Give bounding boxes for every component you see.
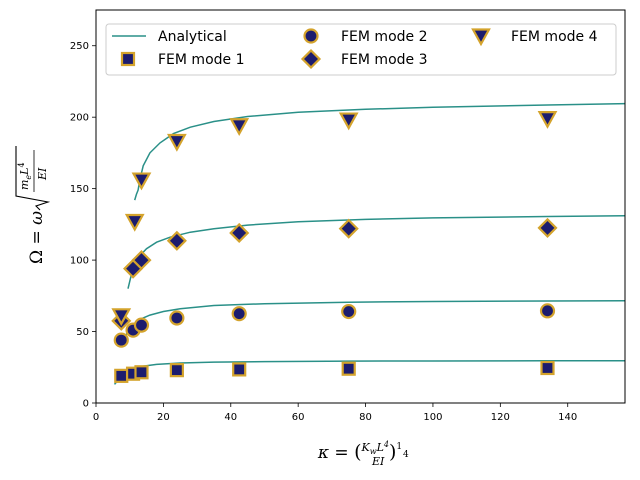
x-tick-label: 140 — [558, 412, 577, 423]
fem-mode-1-point — [134, 365, 149, 380]
legend: Analytical FEM mode 1 FEM mode 2 FEM mode 3… — [105, 23, 617, 76]
legend-fem-mode-1-swatch — [120, 51, 136, 67]
fem-mode-4-point — [131, 172, 152, 191]
legend-frame — [105, 23, 617, 76]
y-tick-label: 100 — [70, 256, 89, 267]
svg-text:Ω = ω: Ω = ω — [27, 211, 47, 264]
y-axis-label-radical — [15, 146, 51, 211]
x-tick-label: 0 — [93, 412, 99, 423]
legend-label: FEM mode 2 — [341, 29, 428, 45]
legend-label: FEM mode 1 — [158, 52, 245, 68]
y-tick-label: 0 — [83, 399, 89, 410]
fem-mode-2-point — [169, 310, 185, 326]
fem-mode-2-point — [113, 332, 129, 348]
fem-mode-3-point — [338, 218, 359, 239]
fem-mode-1-point — [114, 368, 129, 383]
svg-text:meL4: meL4 — [17, 162, 33, 190]
x-tick-label: 120 — [491, 412, 510, 423]
x-axis-label-exponent-denominator: 4 — [403, 450, 409, 460]
legend-label: FEM mode 4 — [511, 29, 598, 45]
x-tick-label: 20 — [157, 412, 170, 423]
fem-mode-2-point — [341, 303, 357, 320]
fem-mode-3-point — [229, 222, 250, 243]
fem-mode-1-point — [341, 361, 356, 376]
x-axis-label-denominator: EI — [371, 455, 385, 468]
fem-mode-1-point — [540, 360, 555, 376]
x-tick-label: 40 — [224, 412, 237, 423]
fem-mode-3-point — [166, 230, 187, 251]
x-tick-label: 60 — [292, 412, 305, 423]
fem-mode-4-point — [167, 133, 187, 152]
plot-frame — [95, 9, 626, 404]
fem-mode-4-point — [111, 308, 132, 327]
fem-mode-3-point — [131, 250, 152, 271]
legend-fem-mode-3-swatch — [300, 48, 322, 70]
y-tick-label: 250 — [70, 41, 89, 52]
legend-fem-mode-4-swatch — [471, 28, 491, 47]
y-tick-label: 150 — [70, 184, 89, 195]
fem-mode-4-point — [537, 111, 558, 129]
y-axis-label: Ω = ω meL4 EI — [15, 146, 51, 264]
y-tick-label: 200 — [70, 113, 89, 124]
legend-fem-mode-2-swatch — [303, 28, 319, 44]
fem-mode-4-point — [229, 118, 250, 137]
fem-mode-2-point — [231, 306, 247, 322]
fem-mode-4-point — [124, 213, 145, 232]
y-tick-label: 50 — [76, 327, 89, 338]
fem-mode-2-point — [539, 303, 556, 319]
fem-mode-2-point — [133, 317, 150, 333]
fem-markers — [111, 111, 558, 383]
legend-label: Analytical — [158, 29, 227, 45]
fem-mode-3-point — [537, 217, 558, 238]
fem-mode-1-point — [169, 363, 184, 378]
svg-text:EI: EI — [36, 167, 49, 181]
fem-mode-4-point — [338, 112, 359, 131]
x-axis-ticks: 0 20 40 60 80 100 120 140 — [93, 403, 577, 423]
x-tick-label: 100 — [423, 412, 442, 423]
y-axis-ticks: 0 50 100 150 200 250 — [70, 41, 96, 410]
fem-mode-1-point — [232, 362, 247, 377]
x-tick-label: 80 — [359, 412, 372, 423]
x-axis-label: κ = (KwL4)1 — [317, 440, 402, 463]
legend-label: FEM mode 3 — [341, 52, 428, 68]
